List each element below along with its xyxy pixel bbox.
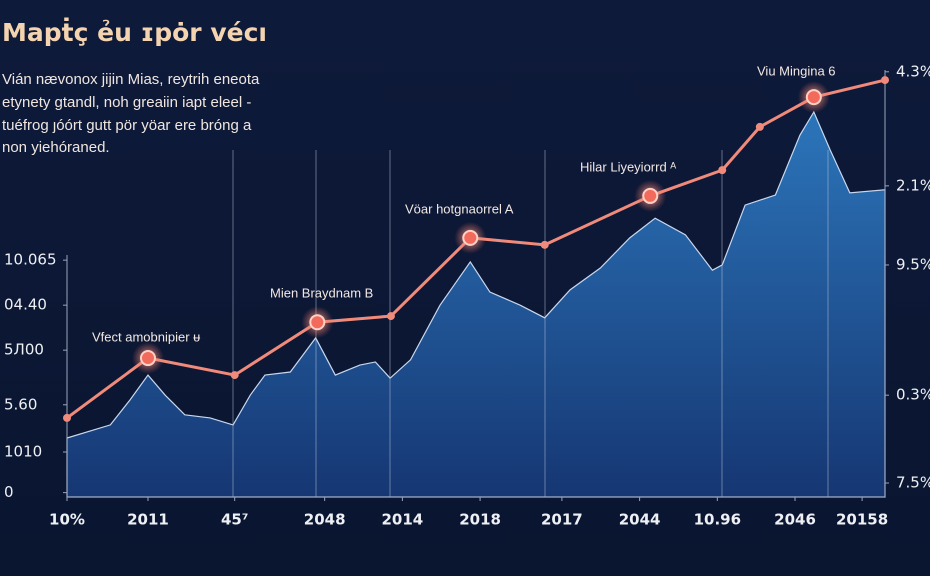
point (309, 314, 326, 331)
annotation: Vfect amobnipier ᵾ (92, 329, 200, 344)
chart-title: Mapṫç ẻu ɪpȯr vécı (2, 17, 267, 47)
y2-tick-label: 7.5% (896, 474, 930, 492)
x-tick-label: 2017 (541, 511, 583, 529)
y2-tick-label: 4.3% (896, 62, 930, 80)
x-tick-label: 2011 (127, 511, 169, 529)
area (66, 110, 886, 498)
y2-tick-label: 9.5% (896, 255, 930, 273)
subtitle-line: Vián nævonox jijin Mias, reytrih eneota (2, 71, 260, 88)
point (718, 166, 727, 175)
point (462, 229, 479, 246)
x-tick-label: 10% (49, 511, 85, 529)
point (755, 122, 764, 131)
annotation: Viu Mingina 6 (757, 63, 836, 78)
y-tick-label: 5Л00 (4, 341, 44, 359)
point (642, 187, 659, 204)
x-tick-label: 45⁷ (221, 511, 248, 529)
y2-tick-label: 0.3% (896, 386, 930, 404)
point (386, 312, 395, 321)
subtitle-line: tuéfrog ȷóórt gutt pör yöar ere bróng a (2, 117, 252, 134)
x-tick-label: 2046 (774, 511, 816, 529)
x-tick-label: 2048 (304, 511, 346, 529)
x-tick-label: 10.96 (694, 511, 741, 529)
point (881, 76, 889, 85)
annotation: Vöar hotgnaorrel A (405, 201, 514, 216)
subtitle-line: etynety gtandl, noh greaiin iapt eleel - (2, 94, 251, 111)
point (63, 413, 71, 422)
y2-tick-label: 2.1% (896, 176, 930, 194)
y-tick-label: 10.065 (4, 251, 57, 269)
x-tick-label: 2014 (382, 511, 424, 529)
line (66, 78, 886, 420)
y-tick-label: 04.40 (4, 296, 47, 314)
point (540, 240, 549, 249)
subtitle-line: non yiehóraned. (2, 139, 110, 156)
annotation: Mien Braydnam B (270, 285, 373, 300)
point (230, 371, 239, 380)
y-tick-label: 1010 (4, 442, 42, 460)
y-tick-label: 5.60 (4, 395, 37, 413)
point (805, 89, 822, 106)
x-tick-label: 2018 (459, 511, 501, 529)
y-tick-label: 0 (4, 483, 14, 501)
x-tick-label: 2044 (619, 511, 661, 529)
x-tick-label: 20158 (836, 511, 888, 529)
annotation: Hilar Liyeyiorrd ᴬ (580, 159, 676, 174)
point (139, 350, 156, 367)
